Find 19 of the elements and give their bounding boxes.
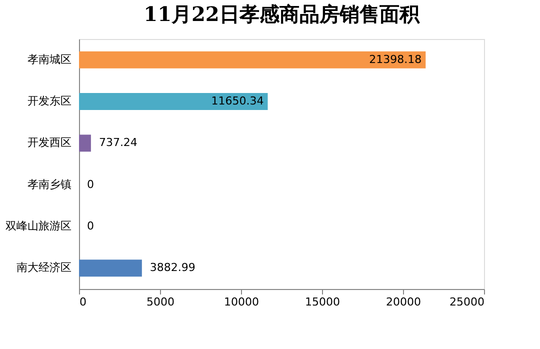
x-tick-label: 10000 (224, 296, 259, 308)
x-tick-label: 0 (80, 296, 86, 308)
y-tick-label: 南大经济区 (16, 261, 72, 274)
y-tick-label: 开发西区 (28, 136, 72, 150)
x-tick-label: 15000 (305, 296, 340, 308)
data-label: 737.24 (98, 136, 138, 150)
data-label: 21398.18 (369, 52, 422, 66)
data-label: 11650.34 (211, 94, 264, 108)
data-label: 0 (87, 220, 94, 232)
data-label: 3882.99 (150, 261, 196, 274)
data-label: 0 (87, 178, 94, 191)
y-tick-label: 开发东区 (28, 94, 72, 108)
y-tick-label: 孝南乡镇 (28, 178, 72, 191)
y-tick-label: 孝南城区 (28, 52, 72, 66)
x-tick-label: 25000 (450, 296, 484, 308)
chart-title: 11月22日孝感商品房销售面积 (144, 2, 420, 26)
x-tick-label: 20000 (386, 296, 421, 308)
y-tick-label: 双峰山旅游区 (6, 220, 72, 232)
x-tick-label: 5000 (146, 296, 174, 308)
